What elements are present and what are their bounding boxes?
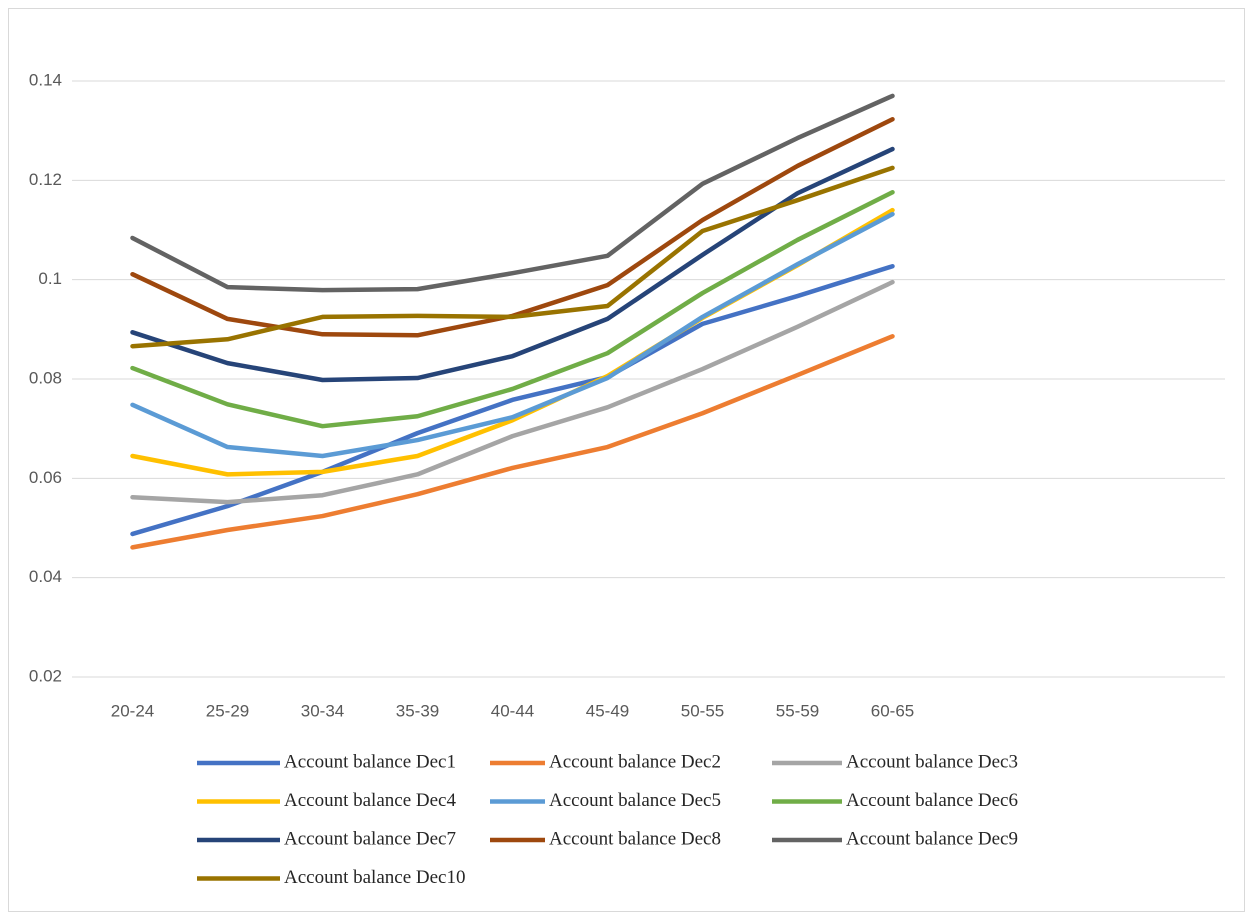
- y-tick-label: 0.14: [29, 70, 62, 89]
- legend-label: Account balance Dec5: [549, 790, 721, 811]
- chart-border: [8, 8, 1245, 912]
- y-tick-label: 0.08: [29, 368, 62, 387]
- line-series: [130, 334, 895, 550]
- x-tick-label: 30-34: [301, 701, 344, 720]
- legend-label: Account balance Dec9: [846, 828, 1018, 849]
- y-tick-label: 0.04: [29, 567, 62, 586]
- line-series: [130, 190, 895, 429]
- line-series: [130, 146, 895, 383]
- legend-label: Account balance Dec7: [284, 828, 456, 849]
- legend-label: Account balance Dec4: [284, 790, 456, 811]
- y-tick-label: 0.1: [38, 269, 62, 288]
- x-tick-label: 25-29: [206, 701, 249, 720]
- x-tick-label: 60-65: [871, 701, 914, 720]
- legend-label: Account balance Dec10: [284, 867, 465, 888]
- x-tick-label: 35-39: [396, 701, 439, 720]
- x-tick-label: 55-59: [776, 701, 819, 720]
- x-tick-label: 20-24: [111, 701, 154, 720]
- line-series: [130, 264, 895, 537]
- x-tick-label: 45-49: [586, 701, 629, 720]
- line-series: [130, 279, 895, 505]
- x-tick-label: 40-44: [491, 701, 534, 720]
- x-tick-label: 50-55: [681, 701, 724, 720]
- legend-label: Account balance Dec8: [549, 828, 721, 849]
- legend-label: Account balance Dec2: [549, 751, 721, 772]
- legend-label: Account balance Dec6: [846, 790, 1018, 811]
- y-tick-label: 0.12: [29, 170, 62, 189]
- line-series: [130, 93, 895, 293]
- legend-label: Account balance Dec1: [284, 751, 456, 772]
- y-tick-label: 0.02: [29, 666, 62, 685]
- line-series: [130, 211, 895, 459]
- legend-label: Account balance Dec3: [846, 751, 1018, 772]
- line-series: [130, 165, 895, 349]
- y-tick-label: 0.06: [29, 468, 62, 487]
